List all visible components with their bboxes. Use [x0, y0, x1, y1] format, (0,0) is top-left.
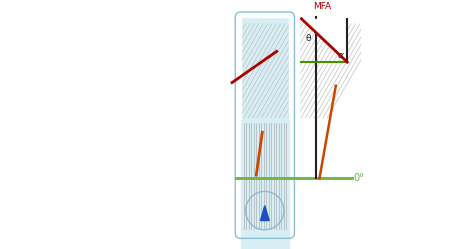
Polygon shape	[301, 19, 347, 62]
Text: S2: S2	[217, 150, 231, 160]
Text: α: α	[337, 51, 344, 60]
Polygon shape	[241, 120, 289, 249]
Text: θ: θ	[305, 34, 310, 43]
Polygon shape	[241, 1, 289, 17]
Polygon shape	[261, 206, 269, 221]
Ellipse shape	[246, 191, 284, 230]
Text: 90°: 90°	[143, 2, 160, 12]
FancyBboxPatch shape	[114, 54, 169, 196]
Text: MFA: MFA	[313, 2, 331, 11]
Text: -90°: -90°	[141, 230, 162, 241]
Polygon shape	[289, 1, 299, 249]
FancyBboxPatch shape	[111, 98, 121, 152]
Text: -45°: -45°	[176, 180, 197, 190]
Text: 0°: 0°	[211, 117, 222, 126]
Text: B: B	[235, 5, 244, 18]
FancyBboxPatch shape	[235, 12, 294, 238]
Text: 45°: 45°	[176, 53, 193, 63]
Text: 0°: 0°	[354, 173, 364, 184]
Polygon shape	[137, 114, 145, 136]
Text: A: A	[114, 5, 124, 18]
Polygon shape	[113, 1, 241, 249]
Text: S1: S1	[217, 63, 231, 73]
